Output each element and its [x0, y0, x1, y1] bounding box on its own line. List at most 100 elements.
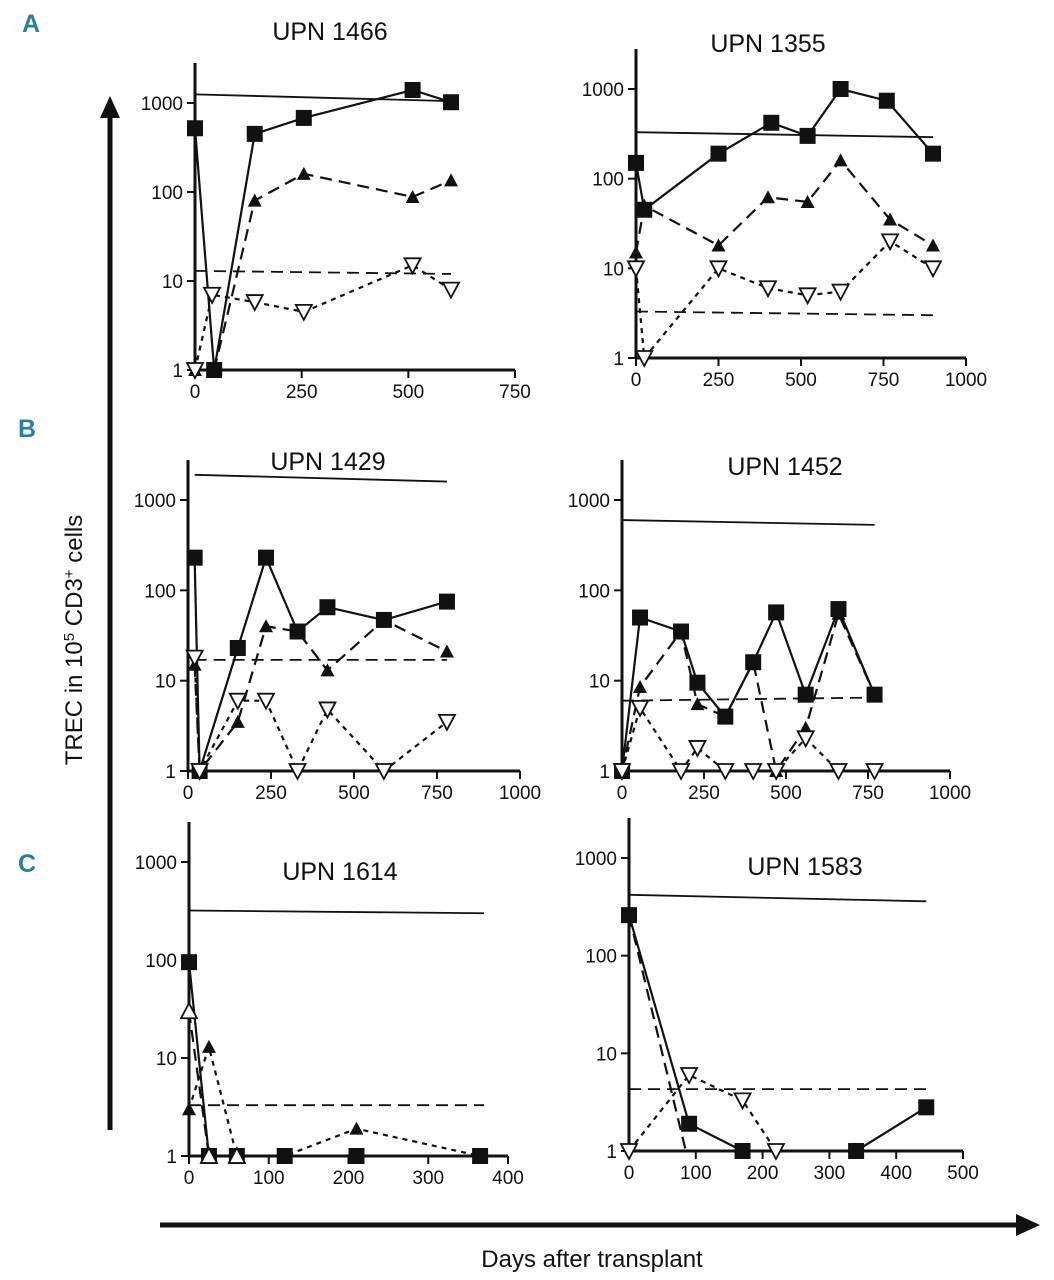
y-tick-label: 100: [145, 951, 177, 972]
data-point-filled-square: [404, 81, 421, 98]
data-point-open-triangle-down: [880, 233, 900, 252]
data-point-open-triangle-down: [758, 280, 778, 299]
data-point-filled-triangle: [883, 212, 898, 226]
data-point-filled-triangle: [831, 606, 846, 620]
data-point-filled-square: [832, 81, 849, 97]
chart-panel-2: UPN 1355 1 10 100 1000 0 250 500 750 1000: [582, 30, 987, 391]
x-tick-label: 750: [868, 370, 900, 391]
data-point-open-triangle-down: [612, 763, 632, 781]
data-point-open-triangle-up: [179, 1001, 199, 1020]
reference-line-upper: [188, 909, 485, 915]
data-point-filled-square: [443, 94, 459, 111]
data-point-filled-triangle: [320, 663, 335, 677]
data-point-filled-triangle: [926, 238, 940, 252]
x-tick-label: 300: [814, 1163, 846, 1184]
y-tick-label: 1000: [141, 94, 183, 115]
series-line-open-triangle-down: [620, 705, 875, 773]
data-point-filled-triangle: [800, 194, 815, 208]
data-point-open-triangle-down: [634, 350, 654, 368]
x-tick-label: 0: [183, 783, 194, 804]
data-point-filled-triangle: [230, 714, 245, 728]
data-point-filled-triangle: [867, 687, 882, 701]
x-tick-label: 0: [631, 370, 642, 391]
data-point-open-triangle-down: [766, 763, 786, 781]
data-point-open-triangle-down: [619, 1143, 639, 1161]
data-point-filled-triangle: [247, 193, 262, 207]
data-point-filled-square: [734, 1143, 751, 1159]
data-point-open-triangle-down: [766, 1143, 786, 1161]
y-axis-label: TREC in 105 CD3+ cells: [61, 515, 89, 766]
data-point-open-triangle-down: [626, 260, 646, 279]
data-point-filled-square: [258, 549, 275, 566]
data-point-filled-triangle: [296, 166, 311, 180]
y-tick-label: 100: [151, 183, 183, 204]
x-tick-label: 250: [286, 382, 318, 403]
data-point-filled-triangle: [633, 680, 648, 694]
data-point-filled-triangle: [473, 1149, 488, 1162]
data-point-filled-square: [878, 92, 895, 109]
panel-label-a: A: [22, 10, 40, 38]
data-point-open-triangle-down: [403, 257, 423, 276]
series-line-filled-triangle: [634, 158, 934, 253]
data-point-open-triangle-down: [709, 260, 728, 279]
data-point-filled-triangle: [439, 644, 454, 658]
series-line-filled-square: [620, 606, 876, 772]
chart-title: UPN 1429: [270, 448, 385, 476]
data-point-open-triangle-down: [294, 303, 314, 322]
y-tick-label: 1000: [135, 853, 177, 874]
x-tick-label: 1000: [945, 370, 987, 391]
x-tick-label: 100: [253, 1168, 285, 1189]
x-tick-label: 500: [392, 382, 424, 403]
x-tick-label: 250: [688, 783, 720, 804]
data-point-filled-triangle: [182, 1102, 196, 1116]
data-point-filled-triangle: [290, 624, 305, 638]
data-point-filled-triangle: [629, 245, 643, 259]
data-point-filled-square: [632, 609, 649, 626]
x-tick-label: 400: [492, 1168, 524, 1189]
series-line-open-triangle-up: [187, 1011, 237, 1158]
x-tick-label: 250: [703, 370, 735, 391]
data-point-filled-triangle: [405, 189, 420, 203]
y-tick-label: 100: [585, 947, 617, 968]
y-tick-label: 10: [603, 259, 624, 280]
data-point-open-triangle-down: [679, 1067, 699, 1085]
data-point-open-triangle-up: [227, 1146, 247, 1164]
data-point-filled-square: [799, 127, 816, 144]
data-point-open-triangle-down: [228, 692, 248, 711]
y-tick-label: 1: [613, 349, 624, 370]
x-tick-label: 100: [680, 1163, 712, 1184]
x-tick-label: 750: [852, 783, 884, 804]
y-tick-label: 1000: [134, 491, 176, 512]
chart-panel-4: UPN 1452 1 10 100 1000 0 250 500 750 1000: [568, 453, 971, 804]
y-tick-label: 10: [589, 672, 610, 693]
series-line-filled-square: [627, 914, 927, 1153]
data-point-open-triangle-down: [185, 649, 205, 668]
x-tick-label: 750: [421, 783, 453, 804]
data-point-filled-square: [797, 686, 814, 703]
data-point-filled-triangle: [637, 198, 652, 212]
series-line-filled-triangle: [187, 1042, 481, 1158]
data-point-filled-triangle: [746, 655, 761, 669]
series-line-filled-square: [187, 962, 481, 1158]
data-point-open-triangle-down: [374, 763, 394, 781]
reference-line-upper: [194, 473, 447, 483]
data-point-filled-square: [181, 954, 197, 971]
series-line-filled-triangle: [620, 610, 876, 774]
data-point-filled-square: [187, 120, 203, 137]
chart-panel-3: UPN 1429 1 10 100 1000 0 250 500 750 1000: [134, 448, 541, 804]
reference-line-lower: [635, 310, 934, 317]
y-tick-label: 100: [592, 170, 624, 191]
y-tick-label: 1000: [582, 80, 624, 101]
y-tick-label: 1: [599, 762, 610, 783]
reference-line-upper: [194, 93, 452, 103]
data-point-open-triangle-down: [245, 294, 265, 312]
data-point-filled-square: [229, 639, 246, 656]
data-point-open-triangle-down: [796, 730, 816, 749]
y-tick-label: 10: [155, 672, 176, 693]
data-point-open-triangle-down: [831, 283, 851, 302]
series-line-open-triangle-down: [193, 657, 448, 776]
reference-line-upper: [621, 519, 875, 526]
data-point-filled-triangle: [444, 173, 458, 187]
x-tick-label: 1000: [499, 783, 541, 804]
y-tick-label: 100: [578, 581, 610, 602]
